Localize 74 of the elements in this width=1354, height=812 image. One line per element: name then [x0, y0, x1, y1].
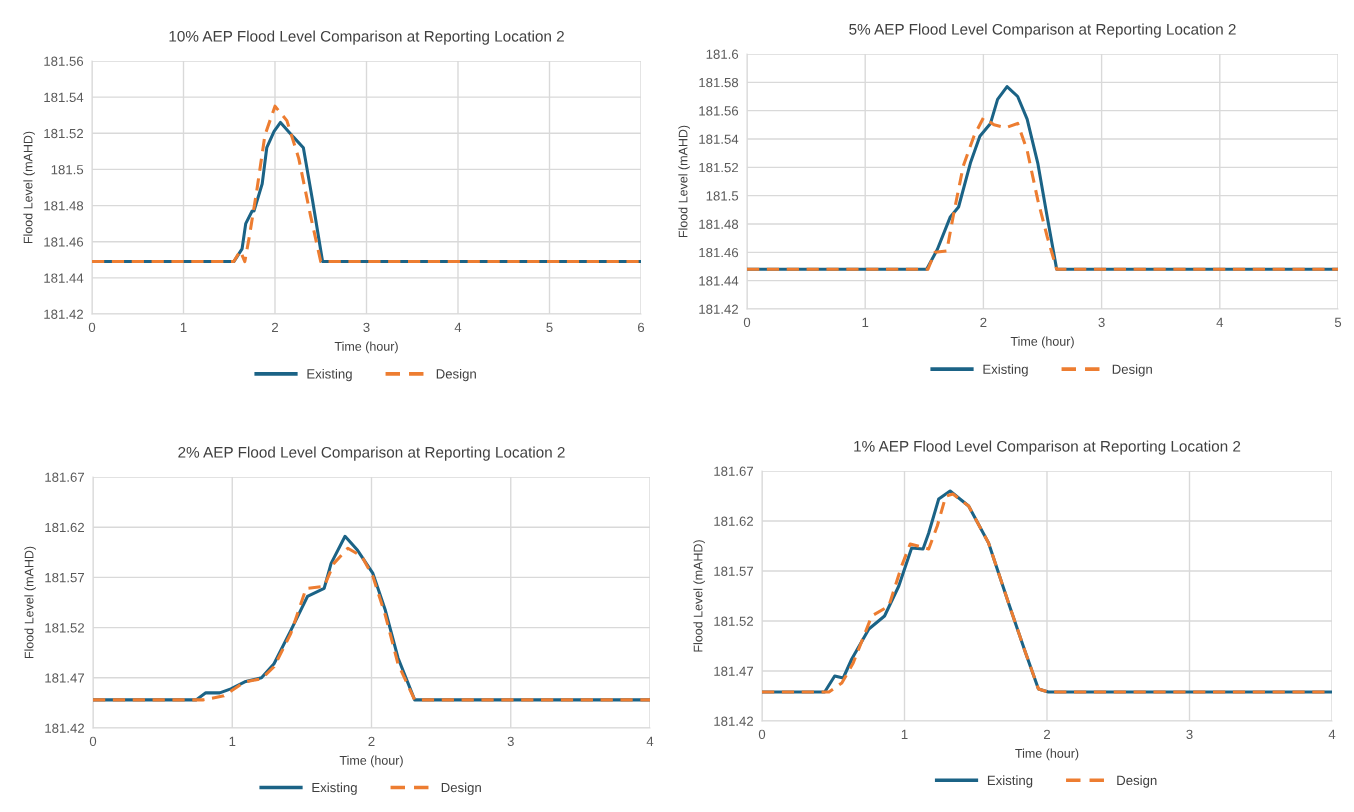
y-tick-label: 181.58: [699, 77, 739, 88]
y-tick-label: 181.5: [706, 191, 739, 201]
x-tick-label: 1: [229, 736, 236, 746]
x-tick-label: 1: [862, 317, 869, 327]
x-axis-title: Time (hour): [1010, 336, 1074, 349]
y-tick-label: 181.52: [44, 128, 84, 139]
y-tick-label: 181.54: [44, 92, 84, 103]
y-tick-label: 181.52: [714, 616, 754, 626]
y-axis-title: Flood Level (mAHD): [24, 546, 36, 659]
x-tick-label: 3: [363, 322, 370, 333]
y-axis-title: Flood Level (mAHD): [678, 125, 690, 238]
x-tick-label: 5: [546, 322, 553, 333]
legend-label: Existing: [983, 364, 1028, 377]
legend-label: Existing: [307, 368, 352, 382]
x-tick-label: 2: [1044, 729, 1051, 739]
y-tick-label: 181.42: [699, 304, 739, 314]
legend-label: Design: [436, 368, 476, 382]
x-axis-title: Time (hour): [334, 341, 398, 354]
x-tick-label: 3: [507, 736, 514, 747]
x-tick-label: 2: [980, 317, 987, 327]
x-axis-title: Time (hour): [339, 755, 403, 768]
y-tick-label: 181.42: [45, 723, 85, 733]
y-axis-title: Flood Level (mAHD): [23, 131, 35, 244]
x-tick-label: 0: [743, 317, 751, 328]
x-tick-label: 5: [1334, 317, 1342, 328]
chart-title: 5% AEP Flood Level Comparison at Reporting Location 2: [849, 23, 1236, 38]
y-tick-label: 181.47: [45, 673, 85, 683]
chart-title: 2% AEP Flood Level Comparison at Reporting Location 2: [178, 446, 565, 461]
y-tick-label: 181.47: [714, 666, 754, 676]
y-tick-label: 181.44: [44, 273, 84, 283]
y-tick-label: 181.5: [51, 165, 84, 175]
x-tick-label: 4: [454, 322, 462, 332]
y-tick-label: 181.42: [714, 716, 754, 726]
x-tick-label: 1: [901, 729, 908, 739]
x-tick-label: 3: [1098, 317, 1105, 328]
y-tick-label: 181.6: [706, 49, 739, 59]
x-tick-label: 2: [272, 322, 279, 332]
x-axis-title: Time (hour): [1015, 748, 1079, 761]
y-tick-label: 181.57: [714, 566, 754, 576]
x-tick-label: 2: [368, 736, 375, 746]
x-tick-label: 4: [646, 736, 654, 746]
y-tick-label: 181.46: [699, 247, 739, 258]
x-tick-label: 4: [1216, 317, 1224, 327]
legend-label: Design: [1117, 775, 1157, 788]
y-tick-label: 181.54: [699, 134, 739, 144]
line-series: [747, 116, 1338, 271]
y-tick-label: 181.57: [45, 572, 85, 583]
y-tick-label: 181.48: [699, 219, 739, 229]
y-tick-label: 181.67: [45, 472, 85, 482]
x-tick-label: 3: [1186, 729, 1193, 740]
x-tick-label: 1: [180, 322, 187, 332]
x-tick-label: 6: [638, 322, 645, 333]
y-tick-label: 181.56: [44, 56, 84, 66]
y-axis-title: Flood Level (mAHD): [693, 540, 705, 652]
y-tick-label: 181.52: [45, 623, 85, 633]
y-tick-label: 181.44: [699, 276, 739, 286]
x-tick-label: 4: [1328, 729, 1336, 739]
x-tick-label: 0: [89, 736, 97, 747]
y-tick-label: 181.62: [714, 516, 754, 526]
legend-label: Existing: [312, 782, 357, 795]
y-tick-label: 181.62: [45, 522, 85, 533]
y-tick-label: 181.56: [699, 106, 739, 116]
x-tick-label: 0: [88, 322, 96, 333]
y-tick-label: 181.46: [44, 237, 84, 247]
y-tick-label: 181.48: [44, 201, 84, 211]
y-tick-label: 181.52: [699, 162, 739, 173]
chart-title: 10% AEP Flood Level Comparison at Reporting Location 2: [169, 30, 564, 45]
y-tick-label: 181.67: [714, 466, 754, 476]
x-tick-label: 0: [758, 729, 766, 740]
legend-label: Design: [441, 782, 481, 795]
chart-title: 1% AEP Flood Level Comparison at Reporting Location 2: [854, 440, 1241, 455]
y-tick-label: 181.42: [44, 309, 84, 319]
legend-label: Existing: [987, 775, 1033, 788]
legend-label: Design: [1112, 364, 1152, 377]
